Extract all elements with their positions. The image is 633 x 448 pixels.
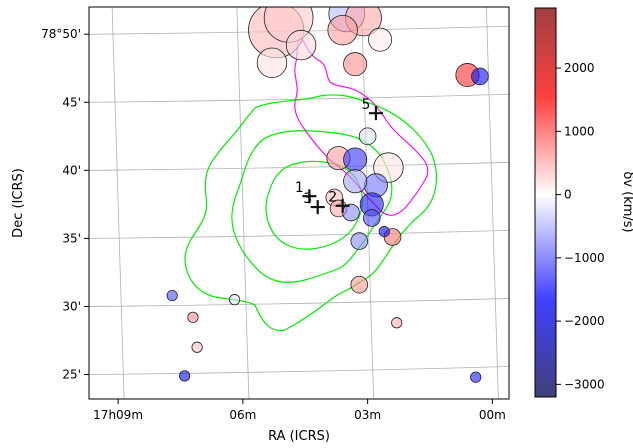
galaxy-point [368,27,393,52]
galaxy-point [471,67,489,86]
galaxy-point [378,225,390,238]
cluster-label: 2 [328,190,337,206]
galaxy-point [343,147,368,172]
galaxy-point [358,127,377,146]
galaxy-point [187,311,199,323]
y-tick-label: 45' [62,95,81,109]
galaxy-point [350,275,369,294]
cluster-center-cross [335,198,350,213]
x-tick-label: 00m [479,408,506,422]
y-tick-label: 30' [62,299,81,313]
cluster-label: 3 [303,191,312,207]
y-tick-label: 25' [62,368,81,382]
cluster-center-cross [310,200,325,215]
colorbar-label: δv (km/s) [620,171,633,232]
galaxy-point [228,294,241,306]
galaxy-point [362,209,381,227]
galaxy-markers [166,7,489,383]
y-tick-label: 78°50' [41,27,81,41]
colorbar-tick-label: −3000 [564,377,605,391]
colorbar-tick-label: −2000 [564,314,605,328]
cluster-center-cross [302,189,317,204]
y-tick-label: 40' [62,163,81,177]
y-tick-label: 35' [62,231,81,245]
y-axis-ticks: 78°50' 45' 40' 35' 30' 25' [41,27,89,382]
galaxy-point [256,47,288,79]
colorbar-gradient [534,7,557,398]
cluster-label: 1 [295,180,304,196]
x-tick-label: 06m [229,408,256,422]
x-axis-ticks: 17h09m 06m 03m 00m [93,399,506,422]
galaxy-point [350,232,369,250]
cluster-center-markers: 1 23 5 [295,97,383,215]
galaxy-point [191,341,203,353]
x-axis-label: RA (ICRS) [268,429,330,444]
y-axis-label: Dec (ICRS) [11,168,26,238]
cluster-center-cross [368,106,383,121]
galaxy-point [470,371,482,383]
cluster-label: 5 [361,97,370,113]
ra-gridline-0 [111,7,125,399]
dec-gridline-1 [89,93,509,103]
colorbar-tick-label: 0 [564,188,572,202]
ra-gridline-1 [236,7,250,399]
galaxy-point [391,317,403,329]
contours [184,32,438,332]
colorbar-ticks: 2000 1000 0 −1000 −2000 −3000 [556,61,605,391]
colorbar-tick-label: −1000 [564,251,605,265]
dec-gridline-4 [89,298,509,307]
x-tick-label: 03m [354,408,381,422]
dec-gridline-3 [89,229,509,239]
ra-gridline-3 [485,7,499,399]
galaxy-point [327,14,358,46]
galaxy-point [179,370,191,382]
plot-area: 1 23 5 [89,7,509,399]
dec-gridline-2 [89,161,509,171]
x-tick-label: 17h09m [93,408,143,422]
dec-gridline-5 [89,366,509,375]
galaxy-point [285,29,317,61]
galaxy-point [343,52,368,77]
outer-green-contour [184,94,438,332]
colorbar-tick-label: 1000 [564,124,595,138]
magenta-contour [294,32,429,216]
colorbar-tick-label: 2000 [564,61,595,75]
plot-frame [88,6,510,400]
colorbar: 2000 1000 0 −1000 −2000 −3000 δv (km/s) [534,7,633,398]
galaxy-point [343,169,368,194]
coordinate-grid [89,7,509,399]
galaxy-point [166,289,178,302]
